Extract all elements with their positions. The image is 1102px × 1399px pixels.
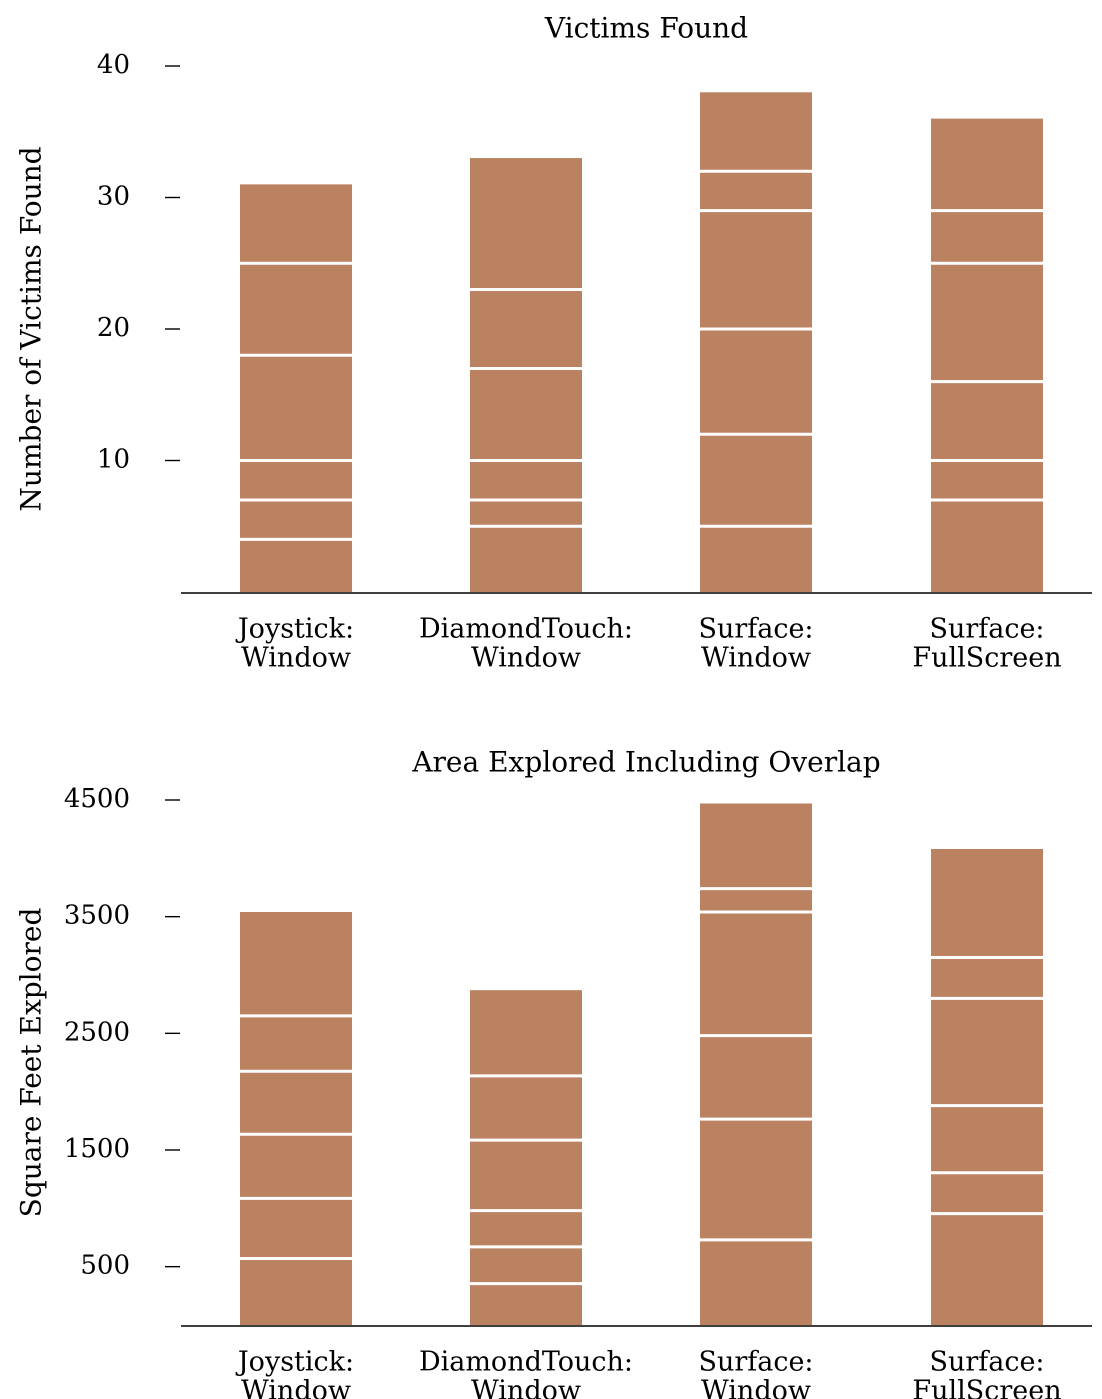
chart-1-bar-3-segment-2 [700, 434, 812, 527]
chart-2-y-tick-label: 500 [80, 1251, 130, 1281]
chart-1-bar-4-segment-5 [931, 210, 1043, 264]
chart-1-bar-2-segment-6 [470, 158, 582, 290]
chart-1-category-label-line1: DiamondTouch: [419, 614, 633, 645]
chart-2-category-label-line1: Surface: [929, 1347, 1044, 1378]
chart-1-bar-3-segment-1 [700, 526, 812, 592]
chart-2-bar-1-segment-4 [240, 1071, 352, 1135]
chart-2-bar-3-segment-6 [700, 803, 812, 889]
chart-1-bar-2-segment-3 [470, 460, 582, 500]
chart-2-bar-3-segment-3 [700, 1035, 812, 1120]
chart-2-bar-4-segment-5 [931, 957, 1043, 999]
chart-1-bar-4-segment-4 [931, 263, 1043, 382]
chart-2-bar-3-segment-4 [700, 912, 812, 1036]
chart-1-title: Victims Found [544, 12, 748, 45]
chart-2-bar-3-segment-2 [700, 1119, 812, 1240]
chart-1-category-label-line1: Surface: [698, 614, 813, 645]
chart-2-bar-4-segment-6 [931, 849, 1043, 958]
chart-2-category-label-line2: Window [701, 1376, 811, 1399]
chart-1-bar-1-segment-1 [240, 539, 352, 592]
chart-2-bar-4-segment-3 [931, 1105, 1043, 1173]
chart-2-category-label-line1: Joystick: [235, 1347, 354, 1378]
chart-2-bar-1-segment-5 [240, 1015, 352, 1072]
chart-1-bar-3-segment-5 [700, 171, 812, 211]
chart-1-y-axis-label: Number of Victims Found [15, 146, 48, 511]
chart-2-bar-4-segment-2 [931, 1172, 1043, 1214]
chart-2-bar-2-segment-2 [470, 1246, 582, 1284]
chart-1-bar-3-segment-3 [700, 329, 812, 435]
chart-1-category-label-line1: Joystick: [235, 614, 354, 645]
chart-2-y-tick-label: 2500 [64, 1017, 130, 1047]
chart-1-y-tick-label: 30 [97, 182, 130, 212]
chart-1-bar-2-segment-5 [470, 289, 582, 369]
chart-1-bar-1-segment-2 [240, 499, 352, 540]
chart-2-y-tick-label: 4500 [64, 784, 130, 814]
chart-1-y-tick-label: 20 [97, 313, 130, 343]
chart-2-bar-2-segment-5 [470, 1075, 582, 1141]
chart-1-bar-1-segment-4 [240, 355, 352, 461]
chart-2-title: Area Explored Including Overlap [411, 746, 880, 779]
chart-2-category-label-line1: DiamondTouch: [419, 1347, 633, 1378]
chart-1-bar-2-segment-1 [470, 526, 582, 592]
chart-2-bar-1-segment-2 [240, 1198, 352, 1259]
chart-2-bar-1-segment-6 [240, 912, 352, 1016]
chart-2-category-label-line2: Window [471, 1376, 581, 1399]
chart-2-bar-4-segment-4 [931, 998, 1043, 1106]
chart-1-bar-2-segment-4 [470, 368, 582, 461]
chart-1-category-label-line1: Surface: [929, 614, 1044, 645]
chart-1-bar-3-segment-6 [700, 92, 812, 172]
chart-1-bar-4-segment-6 [931, 118, 1043, 211]
chart-2-bar-3-segment-5 [700, 888, 812, 912]
chart-1-bar-4-segment-2 [931, 460, 1043, 500]
chart-1-y-tick-label: 40 [97, 50, 130, 80]
chart-2-bar-3-segment-1 [700, 1239, 812, 1325]
chart-1-category-label-line2: Window [471, 643, 581, 674]
chart-1-category-label-line2: FullScreen [912, 643, 1061, 674]
chart-2-y-tick-label: 1500 [64, 1134, 130, 1164]
chart-1-y-tick-label: 10 [97, 445, 130, 475]
chart-2-bar-2-segment-4 [470, 1140, 582, 1211]
chart-2-category-label-line2: FullScreen [912, 1376, 1061, 1399]
chart-1-bar-3-segment-4 [700, 210, 812, 329]
chart-2-bar-1-segment-3 [240, 1134, 352, 1199]
chart-2-bar-2-segment-1 [470, 1283, 582, 1325]
chart-1-bar-1-segment-3 [240, 460, 352, 500]
chart-2-category-label-line1: Surface: [698, 1347, 813, 1378]
chart-1-bar-4-segment-1 [931, 499, 1043, 592]
chart-2-bar-2-segment-3 [470, 1210, 582, 1247]
chart-1-bar-1-segment-6 [240, 184, 352, 264]
chart-2-y-axis-label: Square Feet Explored [15, 908, 48, 1218]
chart-1-bar-4-segment-3 [931, 381, 1043, 461]
chart-2-category-label-line2: Window [241, 1376, 351, 1399]
chart-1-bar-1-segment-5 [240, 263, 352, 356]
chart-2-y-tick-label: 3500 [64, 901, 130, 931]
chart-1-category-label-line2: Window [241, 643, 351, 674]
chart-2-bar-1-segment-1 [240, 1258, 352, 1325]
chart-2-bar-2-segment-6 [470, 990, 582, 1076]
chart-1-bar-2-segment-2 [470, 499, 582, 527]
chart-1-category-label-line2: Window [701, 643, 811, 674]
chart-2-bar-4-segment-1 [931, 1213, 1043, 1325]
